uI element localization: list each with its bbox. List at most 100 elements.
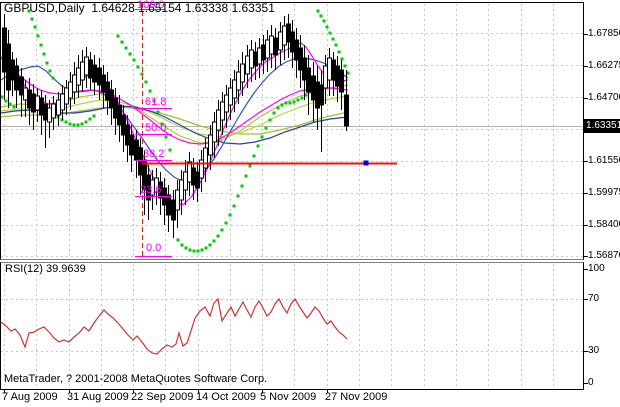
date-axis-label: 14 Oct 2009 (196, 391, 256, 403)
candle (166, 194, 171, 216)
candle (228, 87, 233, 106)
candle (290, 31, 295, 53)
candle (109, 89, 114, 109)
candle (191, 167, 196, 186)
fibonacci-level-label: 0.0 (146, 242, 162, 254)
candle (68, 81, 73, 99)
date-axis-label: 5 Nov 2009 (260, 391, 317, 403)
date-axis-label: 22 Sep 2009 (131, 391, 194, 403)
candle (278, 31, 283, 51)
candle (331, 59, 336, 81)
candle (220, 101, 225, 121)
candle (76, 67, 81, 86)
candle (80, 61, 85, 81)
candle (232, 79, 237, 99)
candle (171, 199, 176, 221)
current-price-badge: 1.63351 (584, 119, 620, 133)
candle (88, 59, 93, 79)
candle (10, 59, 15, 81)
price-axis-label: 1.64700 (588, 92, 620, 103)
candle (35, 95, 40, 111)
price-axis-label: 1.58400 (588, 219, 620, 230)
candle (14, 65, 19, 91)
chart-title: GBPUSD,Daily 1.64628 1.65154 1.63338 1.6… (4, 2, 275, 14)
candle (315, 81, 320, 109)
rsi-indicator-label: RSI(12) 39.9639 (5, 263, 86, 275)
candle (134, 139, 139, 161)
candle (302, 57, 307, 81)
price-axis-label: 1.56870 (588, 250, 620, 261)
candle (6, 43, 11, 91)
candle (240, 63, 245, 83)
fibonacci-level-label: 38.2 (143, 148, 165, 160)
candle (339, 69, 344, 93)
candle (253, 51, 258, 67)
candle (39, 97, 44, 116)
candle (261, 44, 266, 61)
candle (224, 94, 229, 113)
parabolic-sar-dots (0, 9, 350, 253)
candle (216, 109, 221, 131)
candle (286, 23, 291, 43)
candle (306, 67, 311, 93)
rsi-panel-border (0, 262, 584, 390)
panel-splitter[interactable] (0, 259, 584, 263)
candle (265, 39, 270, 59)
candle (249, 49, 254, 69)
candle (327, 57, 332, 81)
copyright-text: MetaTrader, ? 2001-2008 MetaQuotes Softw… (4, 373, 268, 385)
candle (92, 64, 97, 83)
rsi-line (0, 297, 348, 355)
candle (56, 99, 61, 116)
ohlc-values: 1.64628 1.65154 1.63338 1.63351 (91, 1, 275, 15)
rsi-scale-label: 0 (588, 377, 594, 388)
fibonacci-level-label: 23.6 (140, 184, 162, 196)
price-axis-label: 1.66275 (588, 60, 620, 71)
candle (31, 93, 36, 113)
fibonacci-level-label: 61.8 (145, 96, 167, 108)
date-axis-label: 31 Aug 2009 (67, 391, 129, 403)
candle (236, 71, 241, 91)
candle (121, 114, 126, 136)
candle (51, 103, 56, 119)
price-axis-label: 1.61550 (588, 155, 620, 166)
candle (113, 97, 118, 119)
candlesticks (2, 14, 349, 238)
candle (335, 65, 340, 87)
candle (125, 124, 130, 146)
rsi-scale-label: 70 (588, 293, 600, 304)
candle (273, 37, 278, 56)
candle (105, 81, 110, 101)
candle (60, 93, 65, 111)
candle (129, 134, 134, 156)
candle (323, 65, 328, 89)
candle (84, 56, 89, 76)
candle (179, 179, 184, 201)
fibonacci-level-label: 100.0 (137, 0, 165, 11)
candle (187, 161, 192, 183)
candle (183, 171, 188, 191)
rsi-scale-label: 30 (588, 345, 600, 356)
candle (245, 55, 250, 75)
axis-ticks (4, 34, 588, 393)
candle (294, 39, 299, 61)
date-axis-label: 27 Nov 2009 (325, 391, 388, 403)
candle (311, 75, 316, 101)
candle (175, 189, 180, 211)
rsi-scale-label: 100 (588, 263, 605, 274)
candle (72, 74, 77, 93)
candle (27, 89, 32, 109)
candle (203, 147, 208, 169)
price-axis-label: 1.59975 (588, 187, 620, 198)
candle (257, 47, 262, 65)
candle (47, 107, 52, 123)
fibonacci-level-label: 50.0 (145, 122, 167, 134)
candle (117, 104, 122, 126)
hline-drag-handle[interactable] (363, 160, 369, 166)
candle (282, 25, 287, 46)
date-axis-label: 7 Aug 2009 (2, 391, 58, 403)
candle (208, 134, 213, 156)
candle (97, 67, 102, 86)
